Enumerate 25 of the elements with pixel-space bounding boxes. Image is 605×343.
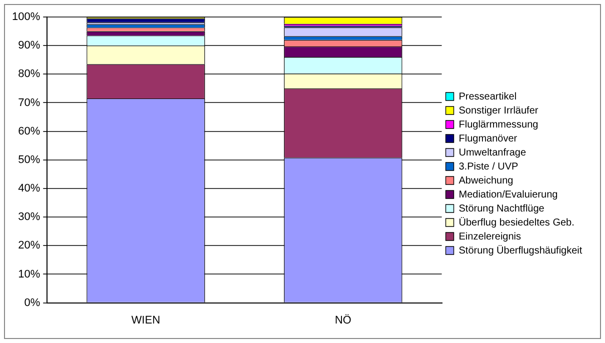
y-tick-label: 40% (18, 182, 40, 195)
legend-label: Störung Überflugshäufigkeit (458, 244, 582, 256)
y-tick-label: 90% (18, 40, 40, 52)
legend-label: Umweltanfrage (458, 147, 526, 158)
legend-label: Sonstiger Irrläufer (458, 105, 539, 116)
legend-label: Abweichung (458, 175, 514, 186)
y-tick-label: 10% (18, 268, 40, 280)
legend-label: Mediation/Evaluierung (458, 189, 558, 200)
legend-label: Flugmanöver (458, 133, 518, 144)
y-tick-label: 30% (18, 211, 40, 224)
y-tick-label: 80% (18, 68, 40, 80)
y-tick-label: 70% (18, 96, 40, 109)
legend-label: Fluglärmmessung (458, 119, 538, 130)
legend-label: Einzelereignis (458, 231, 522, 242)
y-tick-label: 100% (12, 11, 40, 24)
legend-label: Presseartikel (458, 91, 517, 102)
legend-label: Störung Nachtflüge (458, 203, 545, 214)
y-tick-label: 60% (18, 125, 40, 138)
y-tick-label: 20% (18, 240, 40, 252)
legend-label: Überflug besiedeltes Geb. (458, 216, 574, 228)
y-tick-label: 50% (18, 154, 40, 166)
legend-label: 3.Piste / UVP (458, 161, 519, 172)
x-tick-label: NÖ (334, 313, 352, 326)
y-tick-label: 0% (24, 296, 40, 309)
x-tick-label: WIEN (131, 314, 160, 326)
